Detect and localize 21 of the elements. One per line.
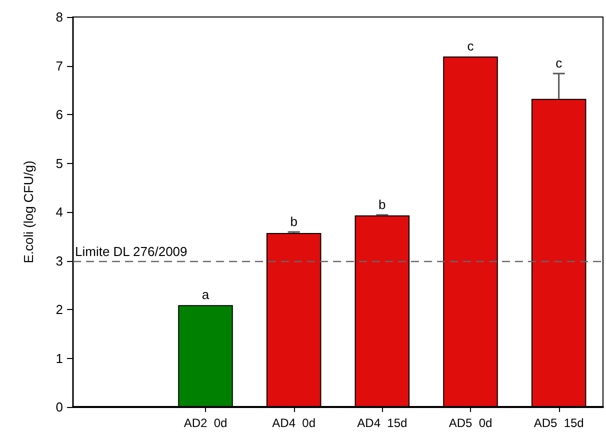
y-tick-label: 3 [56,253,63,268]
annotation: c [467,38,474,54]
annotation: b [290,214,298,229]
y-tick-label: 4 [56,204,63,220]
x-tick-label: AD4 15d [357,416,408,430]
y-tick-label: 2 [56,302,63,317]
x-tick-label: AD5 0d [448,416,492,430]
x-tick-label: AD4 0d [272,416,316,430]
y-tick-label: 1 [56,350,63,366]
y-tick-label: 5 [56,156,63,171]
x-tick-label: AD5 15d [534,416,584,430]
y-axis-title: E.coli (log CFU/g) [21,160,36,264]
annotation: b [378,196,386,212]
y-tick-label: 7 [56,58,63,74]
ref-line-label: Limite DL 276/2009 [75,244,188,259]
annotation: c [556,56,563,71]
x-tick-label: AD2 0d [184,416,228,430]
y-tick-label: 0 [56,400,63,414]
y-tick-label: 8 [56,10,63,24]
annotation: a [202,287,210,302]
y-tick-label: 6 [56,107,63,122]
